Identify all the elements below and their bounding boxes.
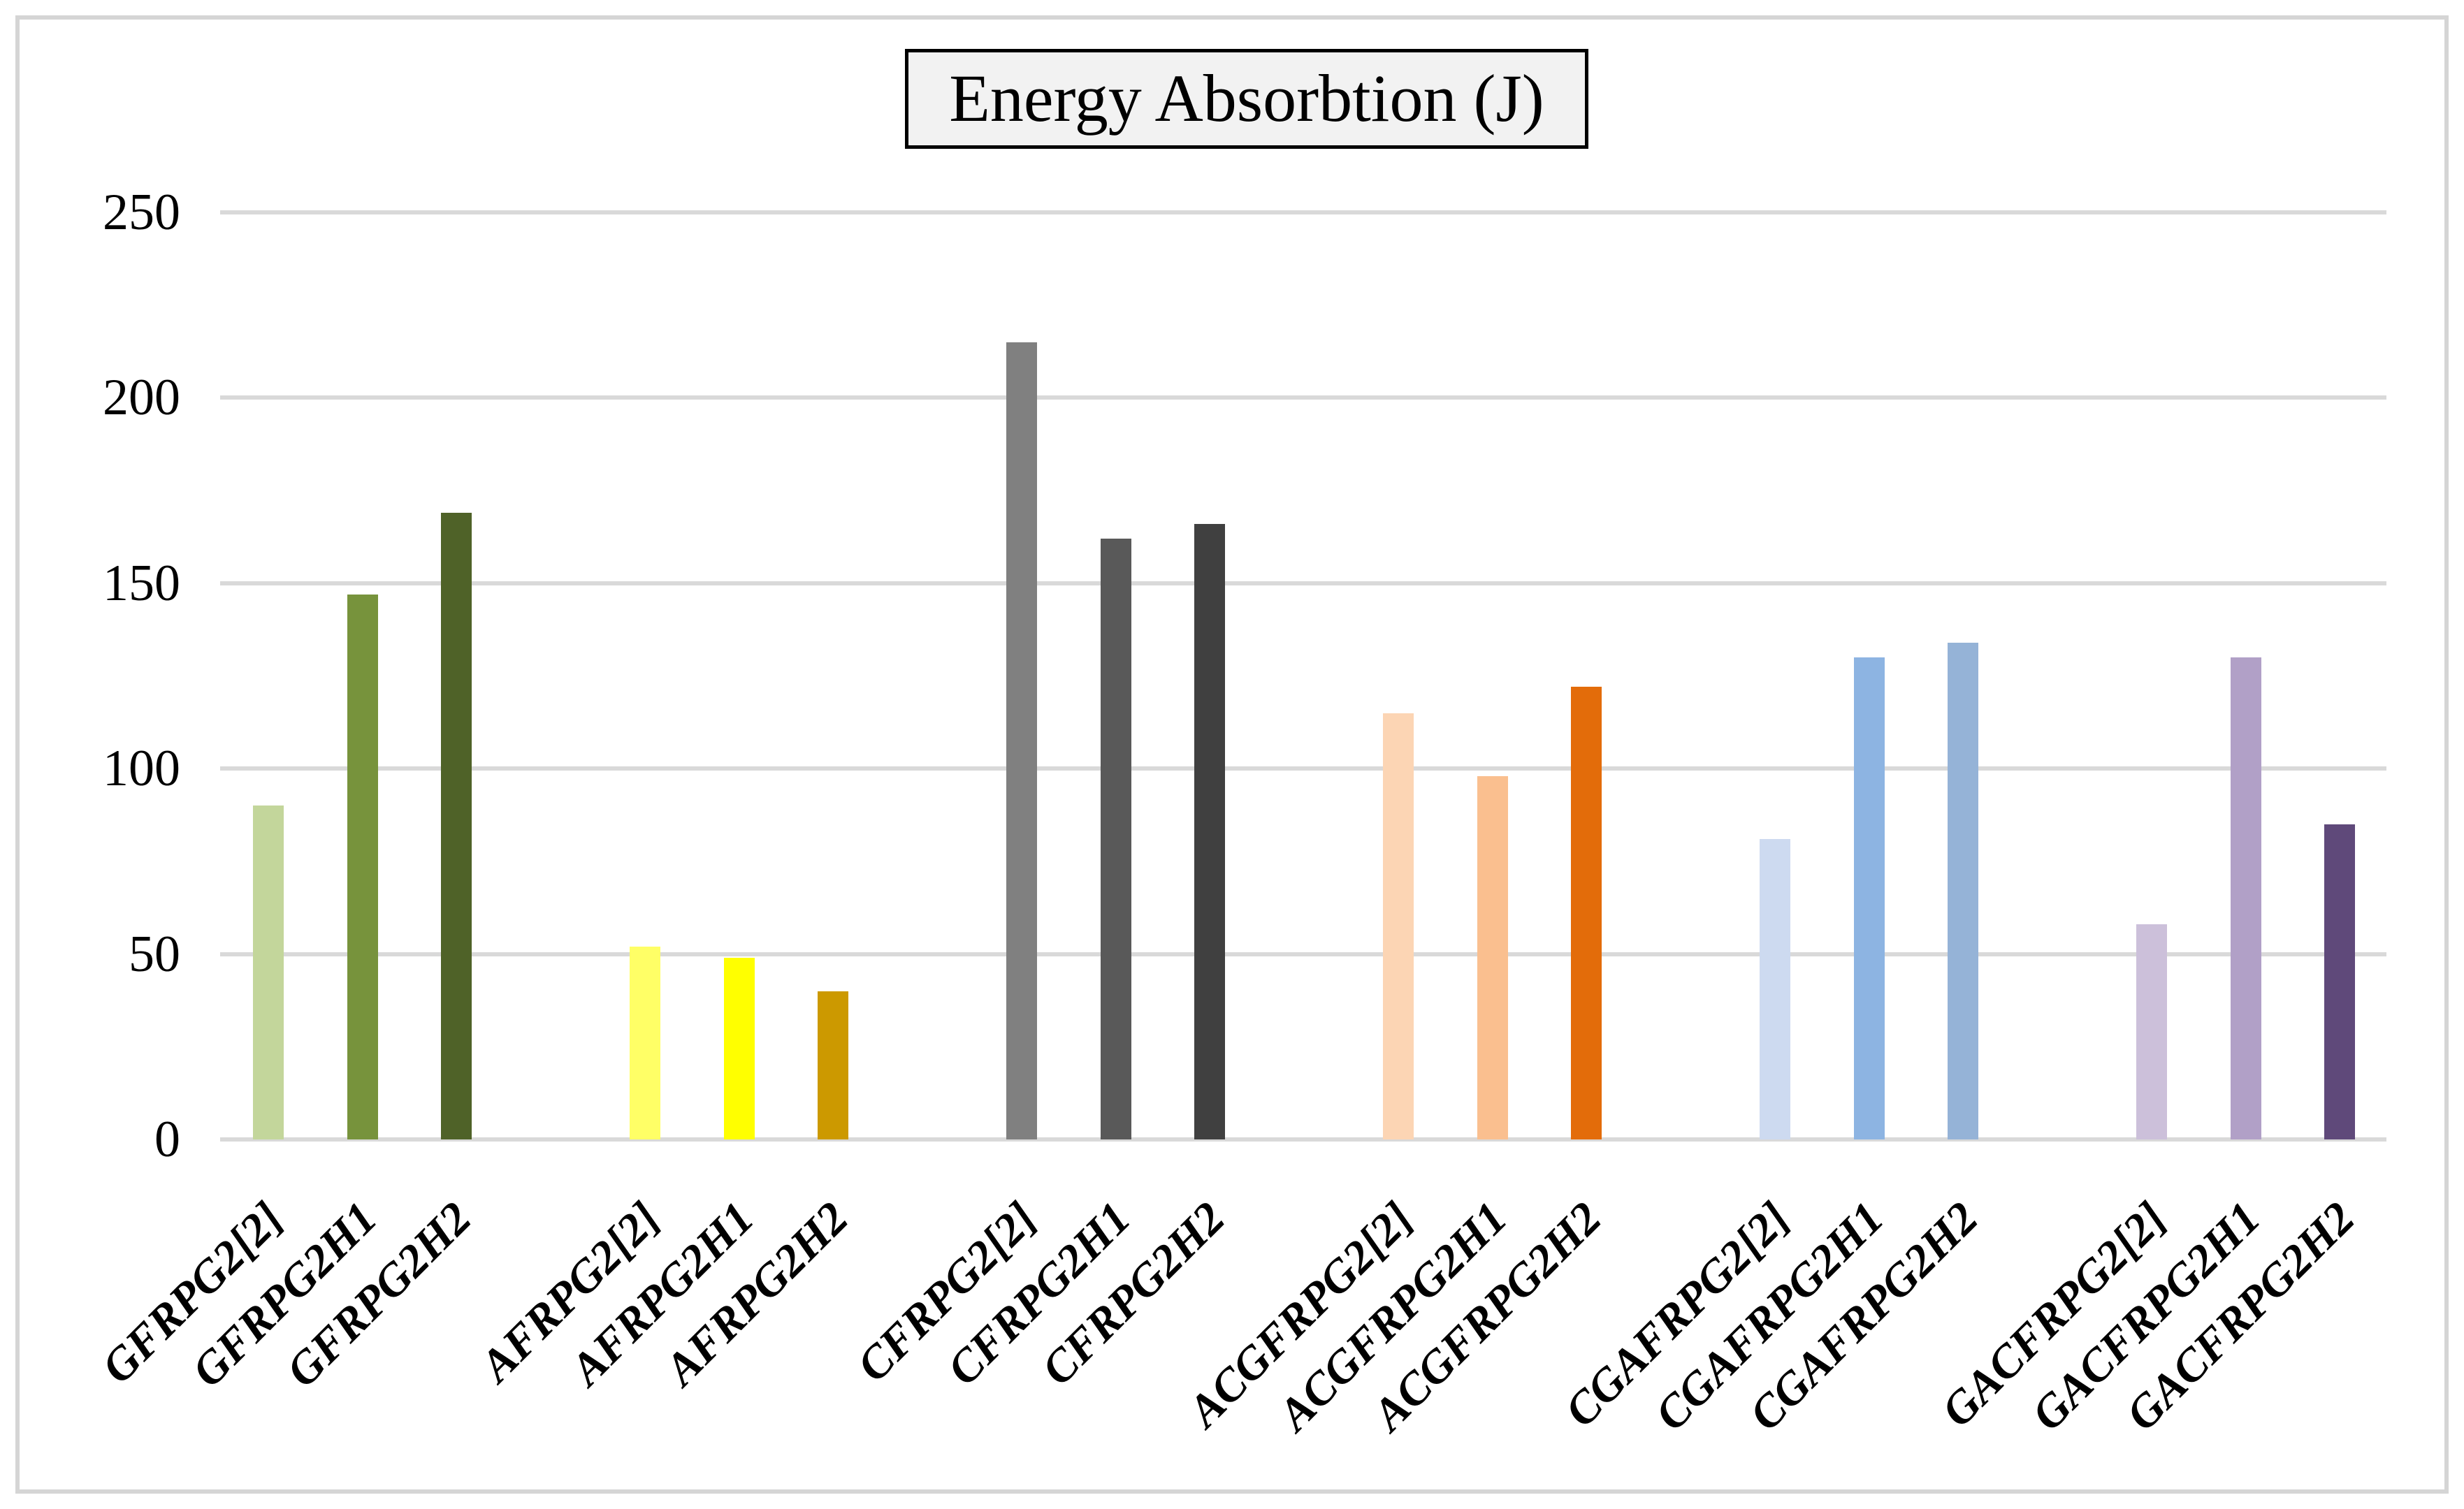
y-axis-tick-label: 100 — [103, 740, 180, 798]
gridline-y150 — [220, 581, 2386, 585]
bar — [1853, 657, 1885, 1139]
bar — [1006, 342, 1037, 1139]
bar — [347, 594, 378, 1139]
chart-title: Energy Absorbtion (J) — [905, 49, 1588, 149]
bar — [1948, 642, 1978, 1139]
bar — [723, 957, 755, 1139]
bar — [2136, 924, 2167, 1139]
y-axis-tick-label: 200 — [103, 369, 180, 427]
bar — [2324, 824, 2355, 1139]
bar — [441, 512, 472, 1139]
chart-outer-border — [15, 15, 2449, 1494]
bar — [1760, 839, 1790, 1139]
bar — [1571, 687, 1602, 1139]
bar — [2230, 657, 2261, 1139]
bar — [1477, 775, 1508, 1139]
bar — [1100, 539, 1131, 1139]
bar — [630, 946, 660, 1139]
y-axis-tick-label: 0 — [154, 1111, 180, 1168]
y-axis-tick-label: 150 — [103, 554, 180, 612]
gridline-y100 — [220, 766, 2386, 771]
bar — [253, 805, 284, 1139]
gridline-y250 — [220, 210, 2386, 214]
bar — [1194, 523, 1225, 1139]
bar — [818, 991, 848, 1139]
y-axis-tick-label: 250 — [103, 184, 180, 241]
y-axis-tick-label: 50 — [129, 925, 180, 983]
gridline-y0 — [220, 1137, 2386, 1142]
bar — [1383, 713, 1414, 1139]
gridline-y200 — [220, 395, 2386, 400]
gridline-y50 — [220, 952, 2386, 956]
